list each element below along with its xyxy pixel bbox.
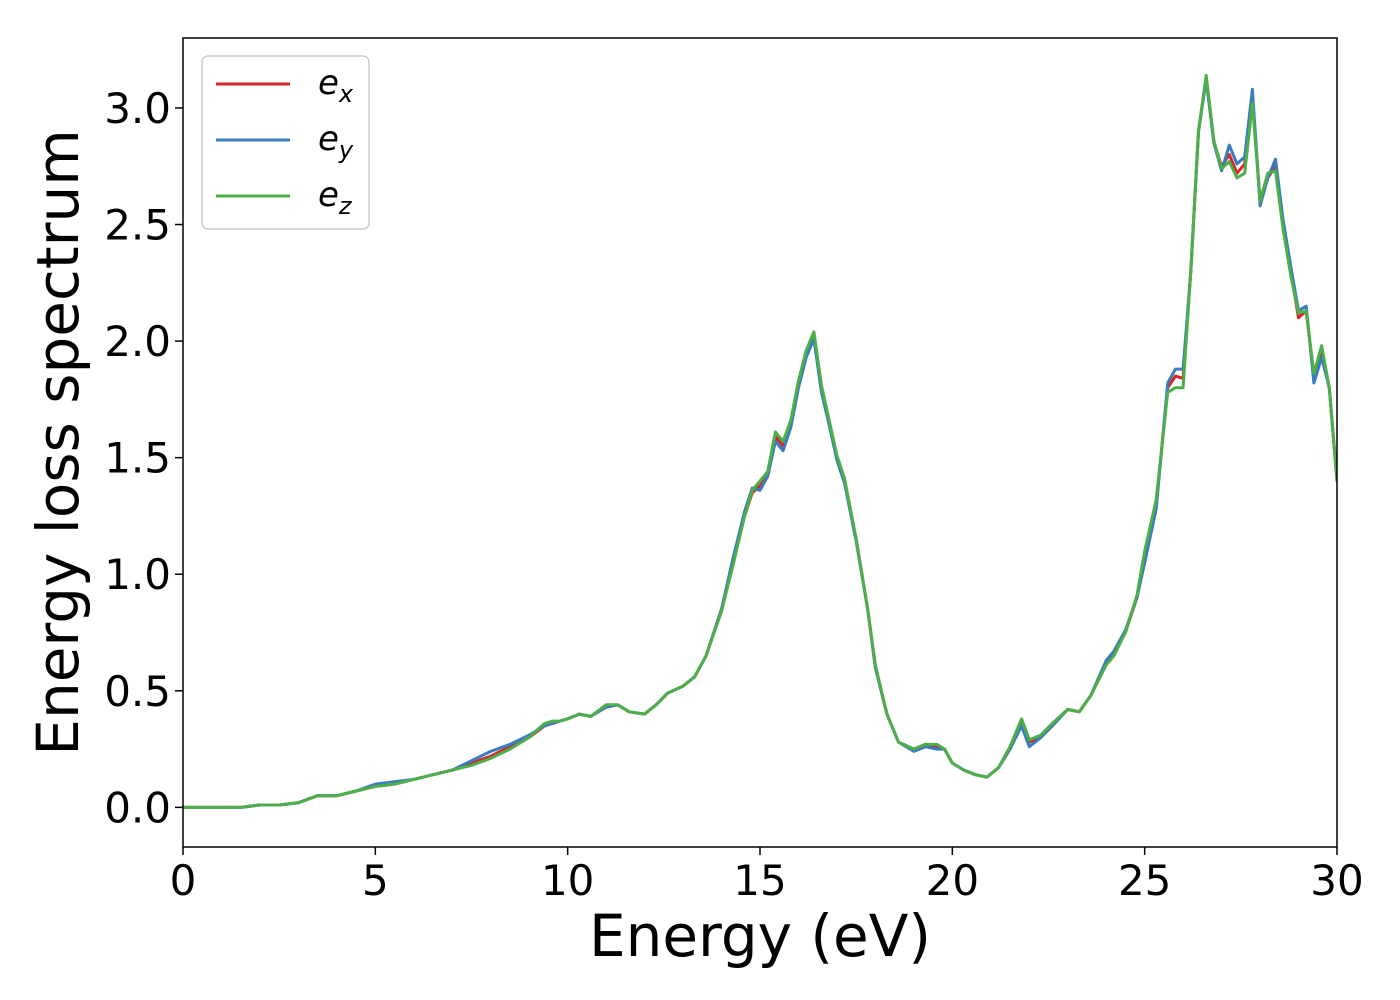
legend: ex ey ez: [201, 55, 370, 230]
x-tick-label: 0: [170, 856, 197, 905]
legend-label-z: ez: [318, 175, 353, 220]
x-axis-title: Energy (eV): [589, 902, 931, 970]
legend-label-y: ey: [318, 119, 354, 164]
legend-box: [201, 55, 370, 230]
y-axis-title: Energy loss spectrum: [24, 129, 92, 755]
x-axis-ticks: 0 5 10 15 20 25 30: [170, 847, 1364, 905]
x-tick-label: 15: [733, 856, 786, 905]
y-tick-label: 2.5: [104, 201, 171, 250]
x-tick-label: 20: [926, 856, 979, 905]
y-tick-label: 1.5: [104, 434, 171, 483]
y-tick-label: 2.0: [104, 317, 171, 366]
y-tick-label: 3.0: [104, 84, 171, 133]
y-tick-label: 1.0: [104, 550, 171, 599]
x-tick-label: 25: [1118, 856, 1171, 905]
x-tick-label: 10: [541, 856, 594, 905]
y-axis-ticks: 0.0 0.5 1.0 1.5 2.0 2.5 3.0: [104, 84, 183, 832]
x-tick-label: 5: [362, 856, 389, 905]
series-layer: [183, 73, 1337, 809]
y-tick-label: 0.5: [104, 667, 171, 716]
series-line-z: [183, 73, 1337, 809]
x-tick-label: 30: [1310, 856, 1363, 905]
y-tick-label: 0.0: [104, 783, 171, 832]
legend-label-x: ex: [318, 63, 354, 108]
